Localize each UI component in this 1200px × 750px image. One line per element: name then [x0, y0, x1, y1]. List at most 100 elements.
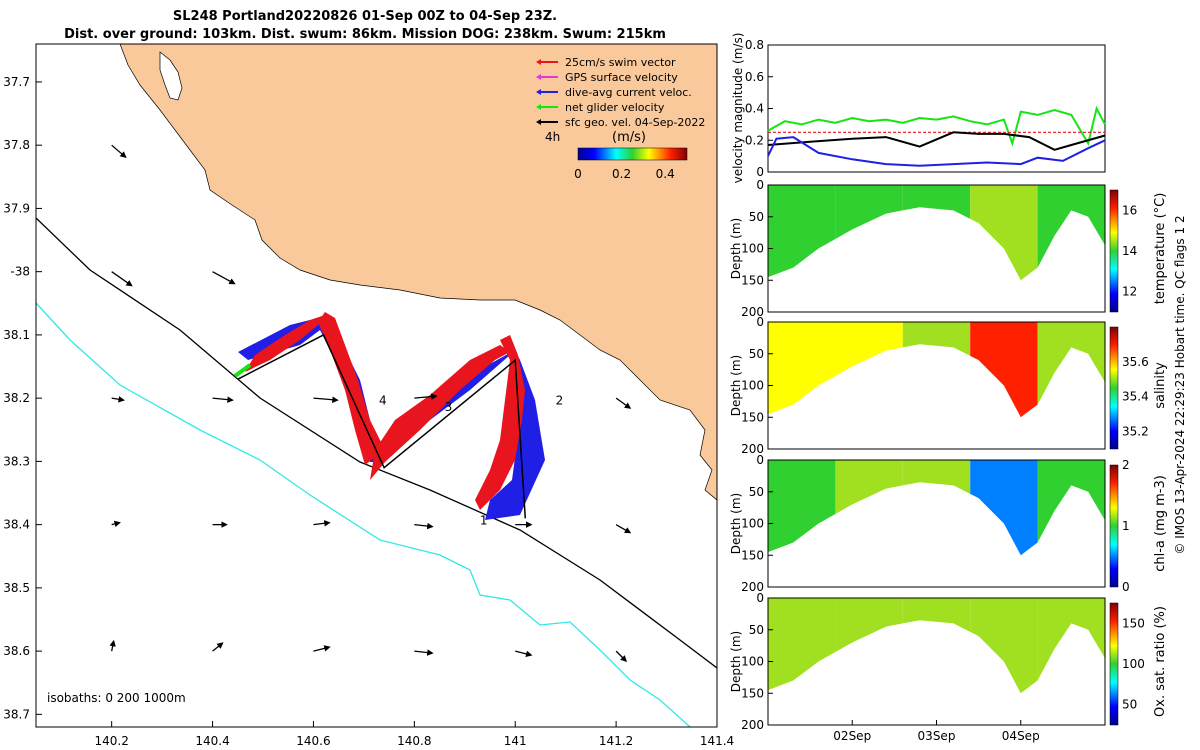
velocity-series-line [767, 131, 1106, 151]
section-y-tick-label: 200 [741, 580, 764, 594]
section-y-tick-label: 50 [749, 347, 764, 361]
section-panel-salinity: 0 50 100 150 200 Depth (m) 35.2 35.4 35.6 salinit… [729, 315, 1168, 456]
section-x-tick-label: 04Sep [1002, 729, 1040, 743]
current-arrow [313, 520, 331, 527]
section-y-tick-label: 150 [741, 686, 764, 700]
section-colorbar-tick-label: 35.2 [1122, 425, 1149, 439]
section-colorbar-tick-label: 150 [1122, 616, 1145, 630]
section-y-tick-label: 150 [741, 273, 764, 287]
island-outline [159, 51, 183, 101]
map-y-tick-label: 38.7 [3, 707, 30, 721]
section-panel-temperature: 0 50 100 150 200 Depth (m) 12 14 16 temperature (… [729, 178, 1168, 319]
section-ylabel: Depth (m) [729, 493, 743, 554]
map-frame [35, 43, 718, 728]
legend-label: dive-avg current veloc. [565, 86, 692, 99]
speed-colorbar [577, 147, 688, 161]
section-fill-segment [768, 185, 836, 278]
section-y-tick-label: 100 [741, 517, 764, 531]
isobath-200-line [36, 217, 717, 669]
section-colorbar-tick-label: 1 [1122, 519, 1130, 533]
map-y-tick-label: 38.1 [3, 328, 30, 342]
net-glider-velocity-segment [233, 363, 252, 378]
velocity-series-line [767, 136, 1106, 167]
section-colorbar-tick-label: 35.6 [1122, 355, 1149, 369]
map-y-ticks: 37.7 37.8 37.9 -38 38.1 38.2 38.3 38.4 38.5 38.6 3… [3, 75, 42, 721]
section-colorbar-tick-label: 2 [1122, 458, 1130, 472]
section-y-tick-label: 0 [756, 453, 764, 467]
current-arrow [111, 144, 127, 159]
velocity-y-tick-label: 0.4 [745, 102, 764, 116]
current-arrow [414, 522, 434, 530]
section-fill-segment [902, 598, 971, 632]
section-colorbar-label: Ox. sat. ratio (%) [1153, 606, 1168, 717]
legend-swatch-head [536, 119, 541, 125]
section-fill-segment [835, 598, 903, 652]
section-y-tick-label: 100 [741, 242, 764, 256]
section-panel-oxygen: 0 50 100 150 200 Depth (m) 50 100 150 Ox. sat. ra… [729, 591, 1168, 743]
map-x-tick-label: 141 [504, 734, 527, 748]
map-y-tick-label: 38.3 [3, 454, 30, 468]
speed-colorbar-ticks: 0 0.2 0.4 [574, 167, 675, 181]
section-fill-segment [902, 322, 971, 356]
section-colorbar-tick-label: 12 [1122, 285, 1137, 299]
section-y-tick-label: 100 [741, 379, 764, 393]
glider-track-group [233, 312, 545, 520]
section-colorbar [1109, 326, 1119, 450]
map-y-tick-label: 38.2 [3, 391, 30, 405]
section-y-tick-label: 200 [741, 442, 764, 456]
velocity-y-tick-label: 0 [756, 165, 764, 179]
figure-title-line2: Dist. over ground: 103km. Dist. swum: 86… [64, 27, 666, 42]
map-x-tick-label: 141.4 [700, 734, 734, 748]
map-y-tick-label: 37.7 [3, 75, 30, 89]
map-x-tick-label: 140.8 [397, 734, 431, 748]
current-arrow [212, 396, 234, 403]
land-polygon [119, 44, 717, 501]
track-point-label: 1 [480, 514, 488, 528]
map-legend: 25cm/s swim vector GPS surface velocity di… [536, 56, 705, 181]
colorbar-left-label: 4h [545, 130, 560, 144]
section-fill-segment [1037, 322, 1105, 405]
section-colorbar-tick-label: 0 [1122, 580, 1130, 594]
section-y-tick-label: 50 [749, 210, 764, 224]
map-panel: 1 2 3 4 140.2 140.4 140.6 140.8 141 141.2 141.4 3… [3, 43, 734, 748]
section-fill-segment [768, 322, 836, 415]
legend-label: GPS surface velocity [565, 71, 678, 84]
velocity-series-group [767, 105, 1106, 167]
section-fill-segment [835, 322, 903, 376]
current-arrow [313, 396, 339, 403]
map-x-tick-label: 140.4 [195, 734, 229, 748]
section-y-tick-label: 50 [749, 485, 764, 499]
legend-swatch-head [536, 89, 541, 95]
section-colorbar-tick-label: 35.4 [1122, 390, 1149, 404]
velocity-series-line [767, 105, 1106, 147]
map-y-tick-label: 38.5 [3, 581, 30, 595]
legend-label: 25cm/s swim vector [565, 56, 676, 69]
speed-colorbar-tick-label: 0.4 [656, 167, 675, 181]
map-y-tick-label: 37.9 [3, 201, 30, 215]
section-fill-segment [1037, 598, 1105, 681]
legend-swatch-head [536, 59, 541, 65]
current-arrow [414, 393, 438, 400]
current-arrow [212, 271, 236, 285]
current-arrow [515, 650, 533, 658]
speed-colorbar-tick-label: 0 [574, 167, 582, 181]
map-y-tick-label: -38 [10, 265, 30, 279]
section-y-tick-label: 0 [756, 178, 764, 192]
swim-vector-envelope [245, 312, 525, 510]
section-ylabel: Depth (m) [729, 631, 743, 692]
section-colorbar-label: chl-a (mg m-3) [1153, 475, 1168, 572]
speed-colorbar-tick-label: 0.2 [612, 167, 631, 181]
section-colorbar [1109, 602, 1119, 726]
velocity-panel: 0 0.2 0.4 0.6 0.8 velocity magnitude (m/s) [731, 33, 1106, 183]
section-fill-segment [835, 460, 903, 514]
section-fill-segment [970, 185, 1038, 281]
figure-title-line1: SL248 Portland20220826 01-Sep 00Z to 04-… [172, 9, 558, 24]
map-x-ticks: 140.2 140.4 140.6 140.8 141 141.2 141.4 [94, 721, 734, 748]
section-colorbar-tick-label: 16 [1122, 203, 1137, 217]
section-fill-segment [970, 598, 1038, 694]
track-point-label: 3 [445, 400, 453, 414]
track-point-label: 2 [556, 393, 564, 407]
legend-swatch-head [536, 74, 541, 80]
current-arrows-group [109, 144, 632, 663]
